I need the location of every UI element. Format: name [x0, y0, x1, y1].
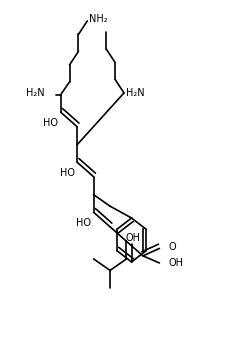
Text: HO: HO [43, 118, 58, 128]
Text: HO: HO [59, 168, 74, 178]
Text: OH: OH [125, 233, 140, 243]
Text: NH₂: NH₂ [88, 14, 107, 24]
Text: H₂N: H₂N [25, 88, 44, 98]
Text: O: O [168, 242, 175, 252]
Text: OH: OH [168, 258, 182, 268]
Text: H₂N: H₂N [126, 88, 145, 98]
Text: HO: HO [76, 218, 91, 228]
